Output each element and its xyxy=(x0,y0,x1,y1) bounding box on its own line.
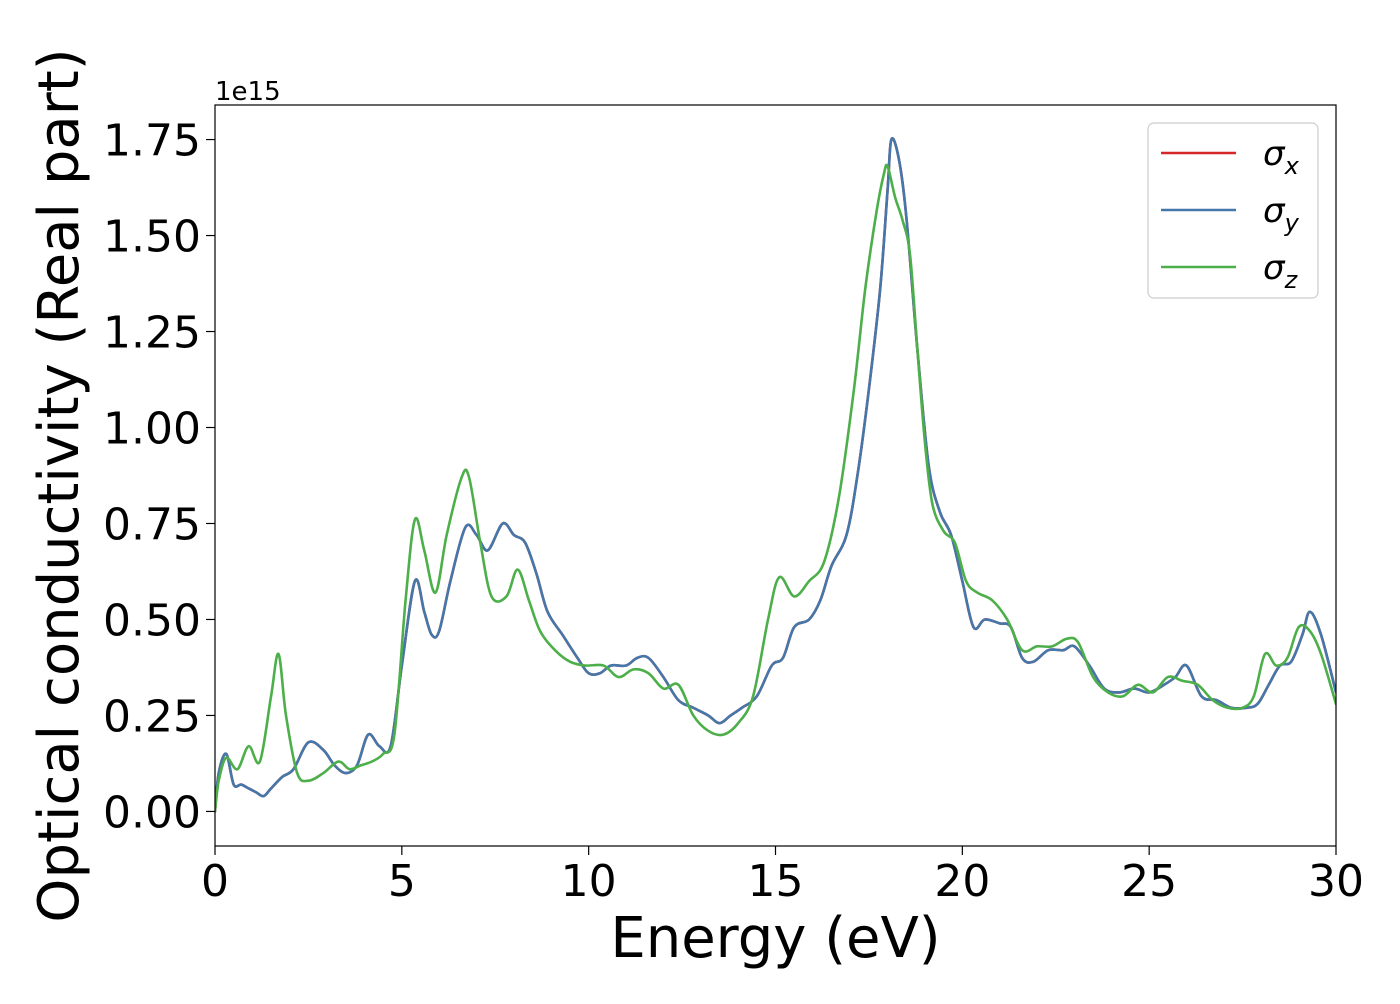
y-tick-label: 1.00 xyxy=(103,404,201,455)
legend: σx σy σz xyxy=(1147,122,1319,299)
y-axis: 0.00 0.25 0.50 0.75 1.00 1.25 1.50 1.75 xyxy=(103,116,215,838)
y-tick-label: 1.50 xyxy=(103,212,201,263)
legend-label-z: σz xyxy=(1263,248,1299,294)
legend-label-x: σx xyxy=(1263,134,1300,180)
x-axis-label: Energy (eV) xyxy=(610,906,940,971)
y-axis-label: Optical conductivity (Real part) xyxy=(27,48,92,922)
y-tick-label: 0.75 xyxy=(103,499,201,550)
y-tick-label: 0.25 xyxy=(103,691,201,742)
x-tick-label: 10 xyxy=(561,856,617,907)
x-tick-label: 0 xyxy=(201,856,229,907)
plot-series xyxy=(215,137,1336,813)
x-axis: 0 5 10 15 20 25 30 xyxy=(201,846,1364,907)
x-tick-label: 15 xyxy=(748,856,804,907)
x-tick-label: 25 xyxy=(1121,856,1177,907)
y-axis-offset-text: 1e15 xyxy=(215,77,281,107)
legend-label-y: σy xyxy=(1263,191,1300,237)
x-tick-label: 30 xyxy=(1308,856,1364,907)
y-tick-label: 0.00 xyxy=(103,787,201,838)
y-tick-label: 1.75 xyxy=(103,116,201,167)
series-line-z xyxy=(215,163,1336,813)
y-tick-label: 0.50 xyxy=(103,595,201,646)
x-tick-label: 20 xyxy=(934,856,990,907)
y-tick-label: 1.25 xyxy=(103,308,201,359)
x-tick-label: 5 xyxy=(388,856,416,907)
